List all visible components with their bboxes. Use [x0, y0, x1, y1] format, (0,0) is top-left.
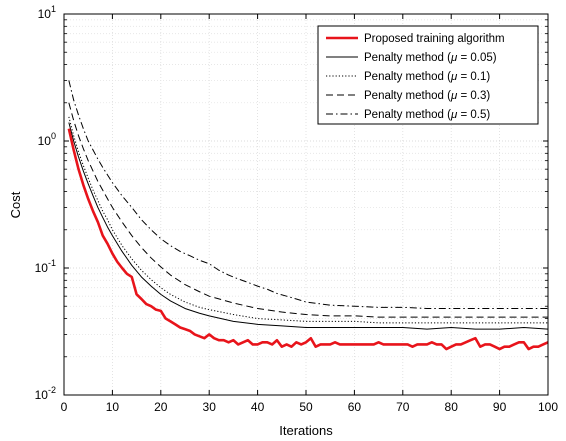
x-tick-label: 0 — [61, 400, 68, 414]
series-line — [68, 122, 549, 330]
legend-box — [317, 25, 539, 125]
legend-entry: Penalty method (μ = 0.1) — [364, 71, 490, 83]
x-tick-label: 20 — [154, 400, 168, 414]
series-layer — [67, 80, 549, 351]
legend-entry: Penalty method (μ = 0.05) — [364, 52, 497, 64]
series-line — [67, 128, 549, 351]
y-tick-label: 100 — [38, 131, 56, 148]
x-tick-label: 30 — [203, 400, 217, 414]
legend-entry: Penalty method (μ = 0.5) — [364, 109, 490, 121]
x-tick-label: 80 — [445, 400, 459, 414]
x-tick-label: 70 — [396, 400, 410, 414]
x-tick-label: 60 — [348, 400, 362, 414]
legend: Proposed training algorithm Penalty metho… — [317, 25, 539, 125]
y-tick-label: 101 — [38, 4, 56, 21]
axes: 0 10 20 30 40 50 60 70 80 90 100 10-2 10-1 100 101 — [35, 4, 559, 414]
x-tick-label: 90 — [493, 400, 507, 414]
legend-entry: Penalty method (μ = 0.3) — [364, 90, 490, 102]
x-tick-label: 10 — [106, 400, 120, 414]
legend-entry: Proposed training algorithm — [364, 33, 505, 45]
series-line — [68, 80, 548, 309]
x-tick-label: 50 — [299, 400, 313, 414]
y-tick-label: 10-1 — [35, 258, 56, 275]
y-tick-label: 10-2 — [35, 385, 56, 402]
series-line — [68, 116, 548, 324]
x-axis-label: Iterations — [279, 423, 333, 438]
x-tick-label: 40 — [251, 400, 265, 414]
y-axis-label: Cost — [8, 191, 23, 218]
series-line — [68, 102, 548, 318]
x-tick-label: 100 — [538, 400, 558, 414]
